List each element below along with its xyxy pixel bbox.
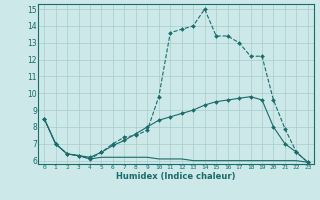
X-axis label: Humidex (Indice chaleur): Humidex (Indice chaleur): [116, 172, 236, 181]
